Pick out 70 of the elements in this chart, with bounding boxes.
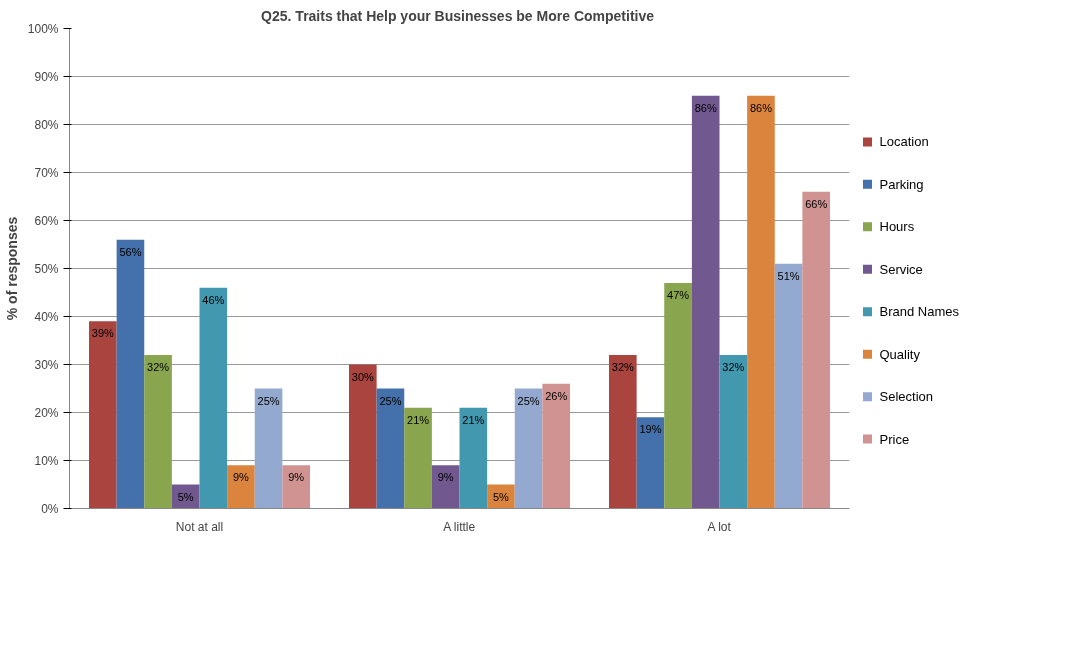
chart-title: Q25. Traits that Help your Businesses be More Competitive <box>261 7 655 24</box>
data-label: 26% <box>545 389 568 402</box>
y-tick-label: 50% <box>34 261 59 276</box>
bar <box>636 417 665 509</box>
x-tick-label: A lot <box>707 519 732 534</box>
bar <box>664 282 692 509</box>
data-label: 56% <box>119 245 142 258</box>
bar <box>542 383 570 509</box>
y-tick-label: 100% <box>27 21 59 36</box>
bar <box>254 388 283 509</box>
data-label: 46% <box>202 293 225 306</box>
bar <box>349 364 377 509</box>
data-label: 30% <box>351 370 375 383</box>
data-label: 5% <box>177 490 194 503</box>
y-tick-label: 90% <box>34 69 59 84</box>
bar <box>282 465 310 509</box>
legend-label: Location <box>879 134 929 150</box>
bar <box>514 388 543 509</box>
y-tick-label: 0% <box>41 501 59 516</box>
data-label: 32% <box>722 360 745 373</box>
legend-label: Service <box>879 261 923 277</box>
data-label: 66% <box>805 197 828 210</box>
data-label: 39% <box>91 327 115 340</box>
bar <box>376 388 405 509</box>
y-tick-label: 30% <box>34 357 59 372</box>
bar <box>144 354 172 509</box>
legend-label: Brand Names <box>879 304 960 320</box>
data-label: 86% <box>694 101 717 114</box>
bar <box>774 263 803 509</box>
bar <box>431 465 460 509</box>
bar <box>802 191 830 509</box>
bar <box>404 407 432 509</box>
y-tick-label: 60% <box>34 213 59 228</box>
data-label: 47% <box>667 288 690 301</box>
data-label: 9% <box>437 471 454 484</box>
data-label: 9% <box>288 471 305 484</box>
bar <box>747 95 775 509</box>
data-label: 21% <box>407 413 430 426</box>
legend-label: Parking <box>879 176 924 192</box>
bar <box>691 95 720 509</box>
y-tick-label: 80% <box>34 117 59 132</box>
legend-label: Price <box>879 431 910 447</box>
data-label: 25% <box>517 394 540 407</box>
y-axis-title: % of responses <box>3 216 20 321</box>
legend-label: Hours <box>879 219 915 235</box>
data-label: 9% <box>232 471 250 484</box>
data-label: 32% <box>147 360 170 373</box>
legend-label: Selection <box>879 389 933 405</box>
data-label: 19% <box>639 423 662 436</box>
bar <box>89 321 117 509</box>
data-label: 86% <box>749 101 773 114</box>
bar <box>199 287 228 509</box>
data-label: 25% <box>379 394 402 407</box>
x-tick-label: A little <box>443 519 476 534</box>
bar <box>116 239 145 509</box>
bar <box>609 354 637 509</box>
y-tick-label: 10% <box>34 453 59 468</box>
y-tick-label: 20% <box>34 405 59 420</box>
data-label: 32% <box>611 360 635 373</box>
y-tick-label: 70% <box>34 165 59 180</box>
y-tick-label: 40% <box>34 309 59 324</box>
data-label: 25% <box>257 394 280 407</box>
legend-label: Quality <box>879 346 921 362</box>
data-label: 5% <box>492 490 510 503</box>
bar <box>459 407 488 509</box>
data-label: 51% <box>777 269 800 282</box>
x-tick-label: Not at all <box>175 519 224 534</box>
bar <box>719 354 748 509</box>
data-label: 21% <box>462 413 485 426</box>
bar <box>227 465 255 509</box>
